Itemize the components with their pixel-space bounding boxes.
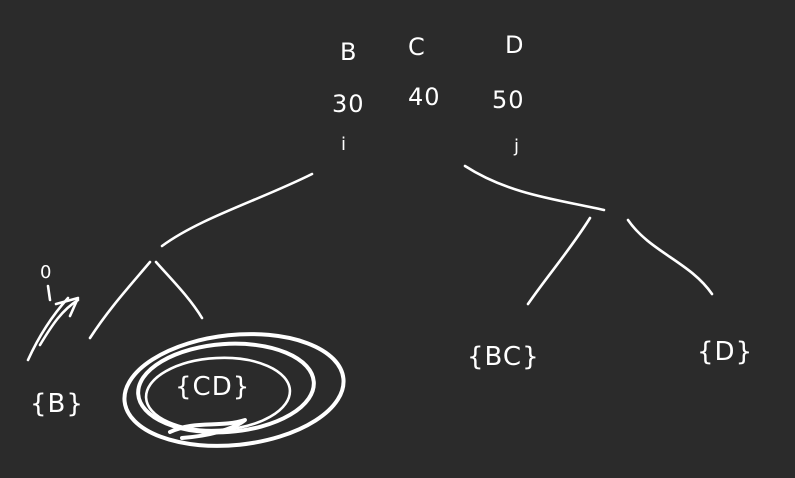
- left-sub-branch-stroke: [88, 260, 152, 340]
- left-arrow-head: [54, 296, 80, 318]
- label-c: C: [408, 33, 426, 61]
- right-branch-stroke: [463, 164, 606, 212]
- circle-outer: [122, 332, 346, 448]
- value-b: 30: [332, 90, 365, 118]
- value-c: 40: [408, 83, 441, 111]
- leaf-set-cd: {CD}: [175, 372, 250, 402]
- pointer-j: j: [513, 136, 520, 157]
- left-arrow-stroke-2: [38, 298, 80, 347]
- leaf-set-d: {D}: [697, 337, 753, 367]
- label-d: D: [505, 31, 524, 59]
- label-b: B: [340, 38, 357, 66]
- right-sub-branch-stroke-1: [526, 216, 592, 306]
- leaf-set-bc: {BC}: [467, 342, 540, 372]
- pointer-i: i: [341, 134, 347, 155]
- value-d: 50: [492, 86, 525, 114]
- circle-middle: [136, 341, 316, 435]
- right-sub-branch-stroke-2: [626, 218, 714, 296]
- left-branch-stroke: [160, 172, 314, 248]
- left-arrow-stem: [46, 284, 52, 302]
- middle-sub-branch-stroke: [154, 260, 204, 320]
- scribble-mark: [168, 418, 247, 440]
- left-arrow-stroke: [26, 296, 70, 362]
- leaf-set-b: {B}: [30, 389, 84, 419]
- left-marker: 0: [40, 262, 52, 283]
